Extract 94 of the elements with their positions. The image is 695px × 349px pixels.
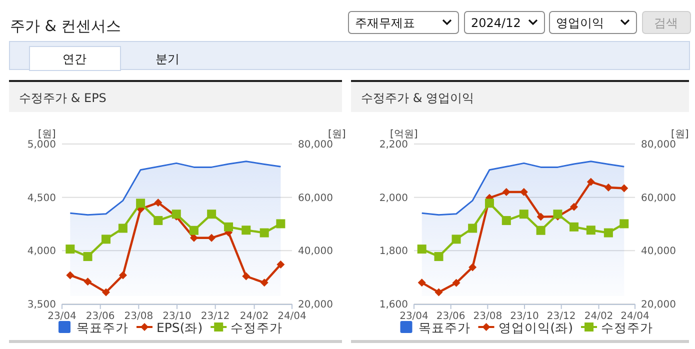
point bbox=[118, 271, 127, 280]
x-tick-label: 23/12 bbox=[200, 311, 230, 322]
y-tick-label: 1,600 bbox=[379, 300, 408, 310]
y2-tick-label: 20,000 bbox=[641, 300, 676, 310]
point bbox=[102, 288, 110, 296]
y-tick-label: 1,800 bbox=[379, 246, 408, 258]
point bbox=[224, 222, 234, 232]
y-tick-label: 5,000 bbox=[27, 140, 56, 150]
point bbox=[484, 198, 494, 208]
point bbox=[620, 219, 629, 228]
y-tick-label: 3,500 bbox=[27, 300, 56, 310]
point bbox=[468, 263, 477, 272]
y2-axis-title: [원] bbox=[671, 129, 689, 140]
point bbox=[242, 272, 250, 280]
point bbox=[66, 271, 74, 280]
legend-label: 수정주가 bbox=[601, 320, 654, 335]
x-tick-label: 23/06 bbox=[436, 311, 466, 322]
point bbox=[434, 288, 443, 296]
point bbox=[208, 234, 216, 242]
point bbox=[207, 210, 216, 219]
point bbox=[519, 210, 528, 219]
y-axis-title: [원] bbox=[38, 129, 56, 140]
y-axis-title: [억원] bbox=[390, 129, 418, 140]
point bbox=[452, 234, 461, 244]
x-tick-label: 23/08 bbox=[473, 311, 502, 322]
chart-title: 수정주가 & 영업이익 bbox=[361, 91, 474, 105]
y2-tick-label: 80,000 bbox=[641, 140, 676, 150]
point bbox=[536, 212, 545, 221]
x-tick-label: 23/04 bbox=[400, 311, 428, 322]
point bbox=[586, 226, 596, 235]
y2-tick-label: 60,000 bbox=[641, 192, 676, 204]
x-tick-label: 23/06 bbox=[86, 311, 115, 322]
text: 영업이익 bbox=[556, 16, 604, 30]
chart-title: 수정주가 & EPS bbox=[19, 91, 106, 105]
x-tick-label: 24/02 bbox=[584, 311, 614, 322]
y2-axis-title: [원] bbox=[328, 129, 346, 140]
point bbox=[452, 278, 460, 287]
point bbox=[190, 234, 198, 242]
text: 주가 & 컨센서스 bbox=[10, 17, 122, 35]
legend-label: EPS(좌) bbox=[156, 320, 203, 335]
legend-label: 목표주가 bbox=[76, 320, 128, 335]
point bbox=[242, 226, 251, 235]
point bbox=[83, 252, 92, 262]
y2-tick-label: 60,000 bbox=[298, 192, 333, 204]
point bbox=[66, 244, 75, 254]
y-tick-label: 4,000 bbox=[27, 246, 56, 258]
point bbox=[189, 226, 198, 235]
point bbox=[276, 219, 286, 228]
point bbox=[620, 184, 628, 192]
legend-label: 목표주가 bbox=[418, 320, 470, 335]
x-tick-label: 24/02 bbox=[240, 311, 269, 322]
point bbox=[502, 216, 511, 226]
x-tick-label: 24/04 bbox=[278, 311, 306, 322]
point bbox=[604, 228, 613, 238]
point bbox=[101, 234, 110, 244]
text: 2024/12 bbox=[471, 16, 521, 30]
point bbox=[570, 202, 578, 211]
x-tick-label: 23/10 bbox=[510, 311, 539, 322]
legend-label: 영업이익(좌) bbox=[498, 320, 574, 335]
x-tick-label: 23/12 bbox=[546, 311, 576, 322]
point bbox=[154, 216, 163, 226]
point bbox=[84, 278, 92, 286]
point bbox=[570, 222, 579, 232]
x-tick-label: 23/10 bbox=[162, 311, 192, 322]
point bbox=[260, 228, 269, 238]
y2-tick-label: 20,000 bbox=[298, 300, 333, 310]
point bbox=[276, 260, 285, 269]
point bbox=[417, 244, 426, 254]
point bbox=[468, 224, 478, 233]
legend-label: 수정주가 bbox=[230, 320, 283, 335]
point bbox=[172, 210, 181, 219]
point bbox=[502, 188, 510, 196]
point bbox=[434, 252, 444, 262]
y-tick-label: 2,000 bbox=[379, 192, 408, 204]
x-tick-label: 24/04 bbox=[620, 311, 650, 322]
text: 검색 bbox=[654, 16, 678, 30]
point bbox=[260, 278, 268, 287]
y2-tick-label: 40,000 bbox=[298, 246, 333, 258]
x-tick-label: 23/08 bbox=[124, 311, 154, 322]
point bbox=[118, 224, 128, 233]
x-tick-label: 23/04 bbox=[48, 311, 76, 322]
y-tick-label: 2,200 bbox=[379, 140, 408, 150]
point bbox=[586, 178, 595, 186]
text: 분기 bbox=[156, 52, 180, 66]
point bbox=[604, 183, 612, 192]
point bbox=[536, 226, 546, 235]
text: 연간 bbox=[62, 52, 86, 66]
text: 주재무제표 bbox=[355, 16, 415, 30]
point bbox=[418, 278, 426, 287]
y2-tick-label: 80,000 bbox=[298, 140, 333, 150]
point bbox=[154, 198, 162, 207]
y2-tick-label: 40,000 bbox=[641, 246, 676, 258]
y-tick-label: 4,500 bbox=[27, 192, 56, 204]
point bbox=[136, 198, 146, 208]
